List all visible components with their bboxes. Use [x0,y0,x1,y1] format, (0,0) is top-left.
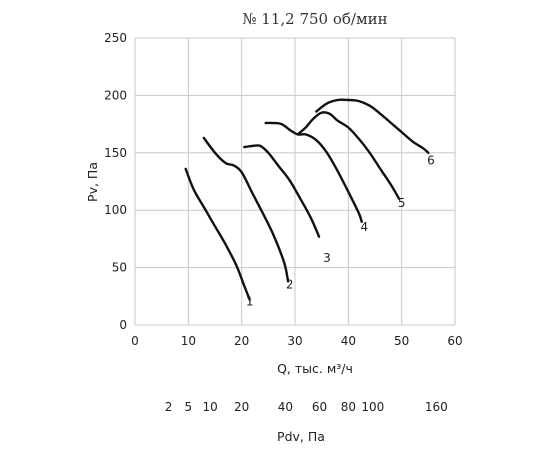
y-tick-label-2: 100 [104,203,127,217]
x-tick-label-4: 40 [341,334,356,348]
secondary-tick-label-6: 80 [341,400,356,414]
y-tick-label-3: 150 [104,146,127,160]
curve-label-5: 5 [398,196,406,210]
curve-4 [264,121,363,223]
secondary-tick-label-5: 60 [312,400,327,414]
x-tick-label-2: 20 [234,334,249,348]
x-tick-label-1: 10 [181,334,196,348]
curve-labels: 1 2 3 4 5 6 [246,153,435,308]
x-axis-ticks: 0 10 20 30 40 50 60 [131,334,462,348]
secondary-tick-label-1: 5 [185,400,193,414]
curve-label-1: 1 [246,294,254,308]
curve-1 [184,167,251,301]
chart-title: № 11,2 750 об/мин [242,10,387,28]
curve-label-2: 2 [286,277,294,291]
grid [134,37,456,326]
y-tick-label-5: 250 [104,31,127,45]
y-axis-label: Pv, Па [85,162,100,202]
x-axis-label: Q, тыс. м³/ч [277,361,353,376]
secondary-axis-label: Pdv, Па [277,429,325,444]
curves [184,98,430,301]
secondary-axis-ticks: 2 5 10 20 40 60 80 100 160 [165,400,448,414]
y-tick-label-4: 200 [104,88,127,102]
curve-5 [296,111,401,200]
x-tick-label-5: 50 [394,334,409,348]
y-tick-label-1: 50 [112,261,127,275]
curve-label-3: 3 [323,251,331,265]
curve-label-6: 6 [427,153,435,167]
curve-3 [243,144,321,238]
curve-2 [202,136,290,283]
secondary-tick-label-3: 20 [234,400,249,414]
secondary-tick-label-4: 40 [278,400,293,414]
secondary-tick-label-7: 100 [361,400,384,414]
secondary-tick-label-2: 10 [203,400,218,414]
x-tick-label-0: 0 [131,334,139,348]
x-tick-label-3: 30 [287,334,302,348]
y-axis-ticks: 0 50 100 150 200 250 [104,31,127,332]
curve-6 [315,98,430,154]
secondary-tick-label-0: 2 [165,400,173,414]
secondary-tick-label-8: 160 [425,400,448,414]
y-tick-label-0: 0 [119,318,127,332]
curve-label-4: 4 [361,220,369,234]
x-tick-label-6: 60 [447,334,462,348]
